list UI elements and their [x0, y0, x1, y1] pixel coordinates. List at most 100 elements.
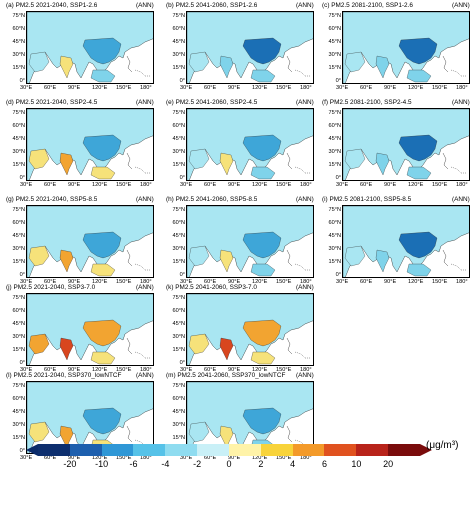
latitude-label: 30°N — [12, 246, 26, 252]
colorbar-unit: (μg/m³) — [426, 440, 459, 451]
longitude-label: 90°E — [68, 367, 81, 373]
panel-title: (j) PM2.5 2021-2040, SSP3-7.0 — [6, 284, 96, 291]
latitude-label: 15°N — [328, 65, 342, 71]
longitude-label: 60°E — [204, 455, 217, 461]
latitude-label: 60°N — [172, 396, 186, 402]
latitude-label: 0° — [335, 272, 341, 278]
longitude-label: 180° — [140, 182, 152, 188]
longitude-label: 150°E — [116, 367, 132, 373]
latitude-label: 15°N — [12, 259, 26, 265]
map-panel: (f) PM2.5 2081-2100, SSP2-4.5 (ANN) 75°N 60… — [318, 99, 474, 191]
colorbar-tick-label: 6 — [321, 459, 328, 469]
longitude-label: 60°E — [44, 367, 57, 373]
longitude-label: 30°E — [180, 455, 193, 461]
latitude-label: 60°N — [172, 26, 186, 32]
latitude-label: 60°N — [172, 220, 186, 226]
latitude-label: 45°N — [328, 39, 342, 45]
pm25-map — [26, 293, 154, 366]
longitude-label: 30°E — [180, 367, 193, 373]
colorbar-cell — [228, 444, 261, 456]
longitude-label: 150°E — [276, 279, 292, 285]
map-panel: (b) PM2.5 2041-2060, SSP1-2.6 (ANN) 75°N 60… — [162, 2, 320, 94]
colorbar-tick-label: 10 — [351, 459, 362, 469]
colorbar-tick-label: -10 — [95, 459, 109, 469]
longitude-label: 30°E — [20, 367, 33, 373]
latitude-label: 0° — [19, 78, 25, 84]
longitude-label: 30°E — [20, 85, 33, 91]
panel-season-tag: (ANN) — [136, 284, 154, 291]
pm25-map — [342, 11, 470, 84]
latitude-label: 15°N — [172, 347, 186, 353]
latitude-label: 0° — [335, 175, 341, 181]
longitude-label: 30°E — [180, 182, 193, 188]
map-panel: (h) PM2.5 2041-2060, SSP5-8.5 (ANN) 75°N 60… — [162, 196, 320, 288]
longitude-label: 180° — [456, 279, 468, 285]
pm25-map — [342, 205, 470, 278]
panel-season-tag: (ANN) — [296, 196, 314, 203]
longitude-label: 90°E — [384, 85, 397, 91]
longitude-label: 180° — [140, 367, 152, 373]
latitude-label: 60°N — [12, 123, 26, 129]
colorbar-cell — [101, 444, 134, 456]
latitude-label: 0° — [335, 78, 341, 84]
longitude-label: 150°E — [116, 85, 132, 91]
latitude-label: 75°N — [172, 295, 186, 301]
longitude-label: 180° — [456, 182, 468, 188]
longitude-label: 120°E — [252, 367, 268, 373]
latitude-label: 30°N — [12, 149, 26, 155]
pm25-map — [26, 205, 154, 278]
pm25-map — [342, 108, 470, 181]
panel-season-tag: (ANN) — [296, 372, 314, 379]
longitude-label: 150°E — [432, 85, 448, 91]
longitude-label: 90°E — [384, 182, 397, 188]
longitude-label: 30°E — [336, 85, 349, 91]
pm25-map — [186, 108, 314, 181]
longitude-label: 120°E — [252, 455, 268, 461]
colorbar-cell — [197, 444, 229, 456]
latitude-label: 75°N — [328, 207, 342, 213]
panel-title: (g) PM2.5 2021-2040, SSP5-8.5 — [6, 196, 98, 203]
longitude-label: 120°E — [92, 367, 108, 373]
longitude-label: 150°E — [116, 279, 132, 285]
latitude-label: 0° — [179, 272, 185, 278]
panel-title: (i) PM2.5 2081-2100, SSP5-8.5 — [322, 196, 412, 203]
panel-title: (l) PM2.5 2021-2040, SSP370_lowNTCF — [6, 372, 122, 379]
colorbar-tick-label: 0 — [226, 459, 232, 469]
latitude-label: 15°N — [172, 65, 186, 71]
latitude-label: 15°N — [328, 259, 342, 265]
map-panel: (l) PM2.5 2021-2040, SSP370_lowNTCF (ANN)… — [2, 372, 160, 464]
latitude-label: 45°N — [328, 233, 342, 239]
latitude-label: 0° — [179, 360, 185, 366]
latitude-label: 75°N — [172, 110, 186, 116]
latitude-label: 45°N — [328, 136, 342, 142]
longitude-label: 30°E — [336, 182, 349, 188]
pm25-map — [186, 381, 314, 454]
panel-season-tag: (ANN) — [452, 196, 470, 203]
latitude-label: 30°N — [328, 52, 342, 58]
panel-title: (k) PM2.5 2041-2060, SSP3-7.0 — [166, 284, 257, 291]
latitude-label: 45°N — [12, 136, 26, 142]
longitude-label: 150°E — [276, 85, 292, 91]
latitude-label: 15°N — [12, 435, 26, 441]
map-panel: (a) PM2.5 2021-2040, SSP1-2.6 (ANN) 75°N 60… — [2, 2, 160, 94]
longitude-label: 60°E — [44, 85, 57, 91]
longitude-label: 120°E — [408, 85, 424, 91]
panel-season-tag: (ANN) — [136, 99, 154, 106]
longitude-label: 120°E — [408, 279, 424, 285]
latitude-label: 75°N — [12, 110, 26, 116]
latitude-label: 45°N — [12, 39, 26, 45]
longitude-label: 120°E — [408, 182, 424, 188]
latitude-label: 30°N — [12, 334, 26, 340]
longitude-label: 90°E — [384, 279, 397, 285]
longitude-label: 60°E — [204, 279, 217, 285]
longitude-label: 180° — [300, 85, 312, 91]
latitude-label: 15°N — [12, 162, 26, 168]
map-panel: (d) PM2.5 2021-2040, SSP2-4.5 (ANN) 75°N 60… — [2, 99, 160, 191]
longitude-label: 150°E — [276, 182, 292, 188]
longitude-label: 180° — [140, 85, 152, 91]
colorbar — [38, 444, 420, 456]
latitude-label: 30°N — [172, 246, 186, 252]
latitude-label: 0° — [179, 78, 185, 84]
latitude-label: 30°N — [172, 149, 186, 155]
panel-title: (d) PM2.5 2021-2040, SSP2-4.5 — [6, 99, 98, 106]
